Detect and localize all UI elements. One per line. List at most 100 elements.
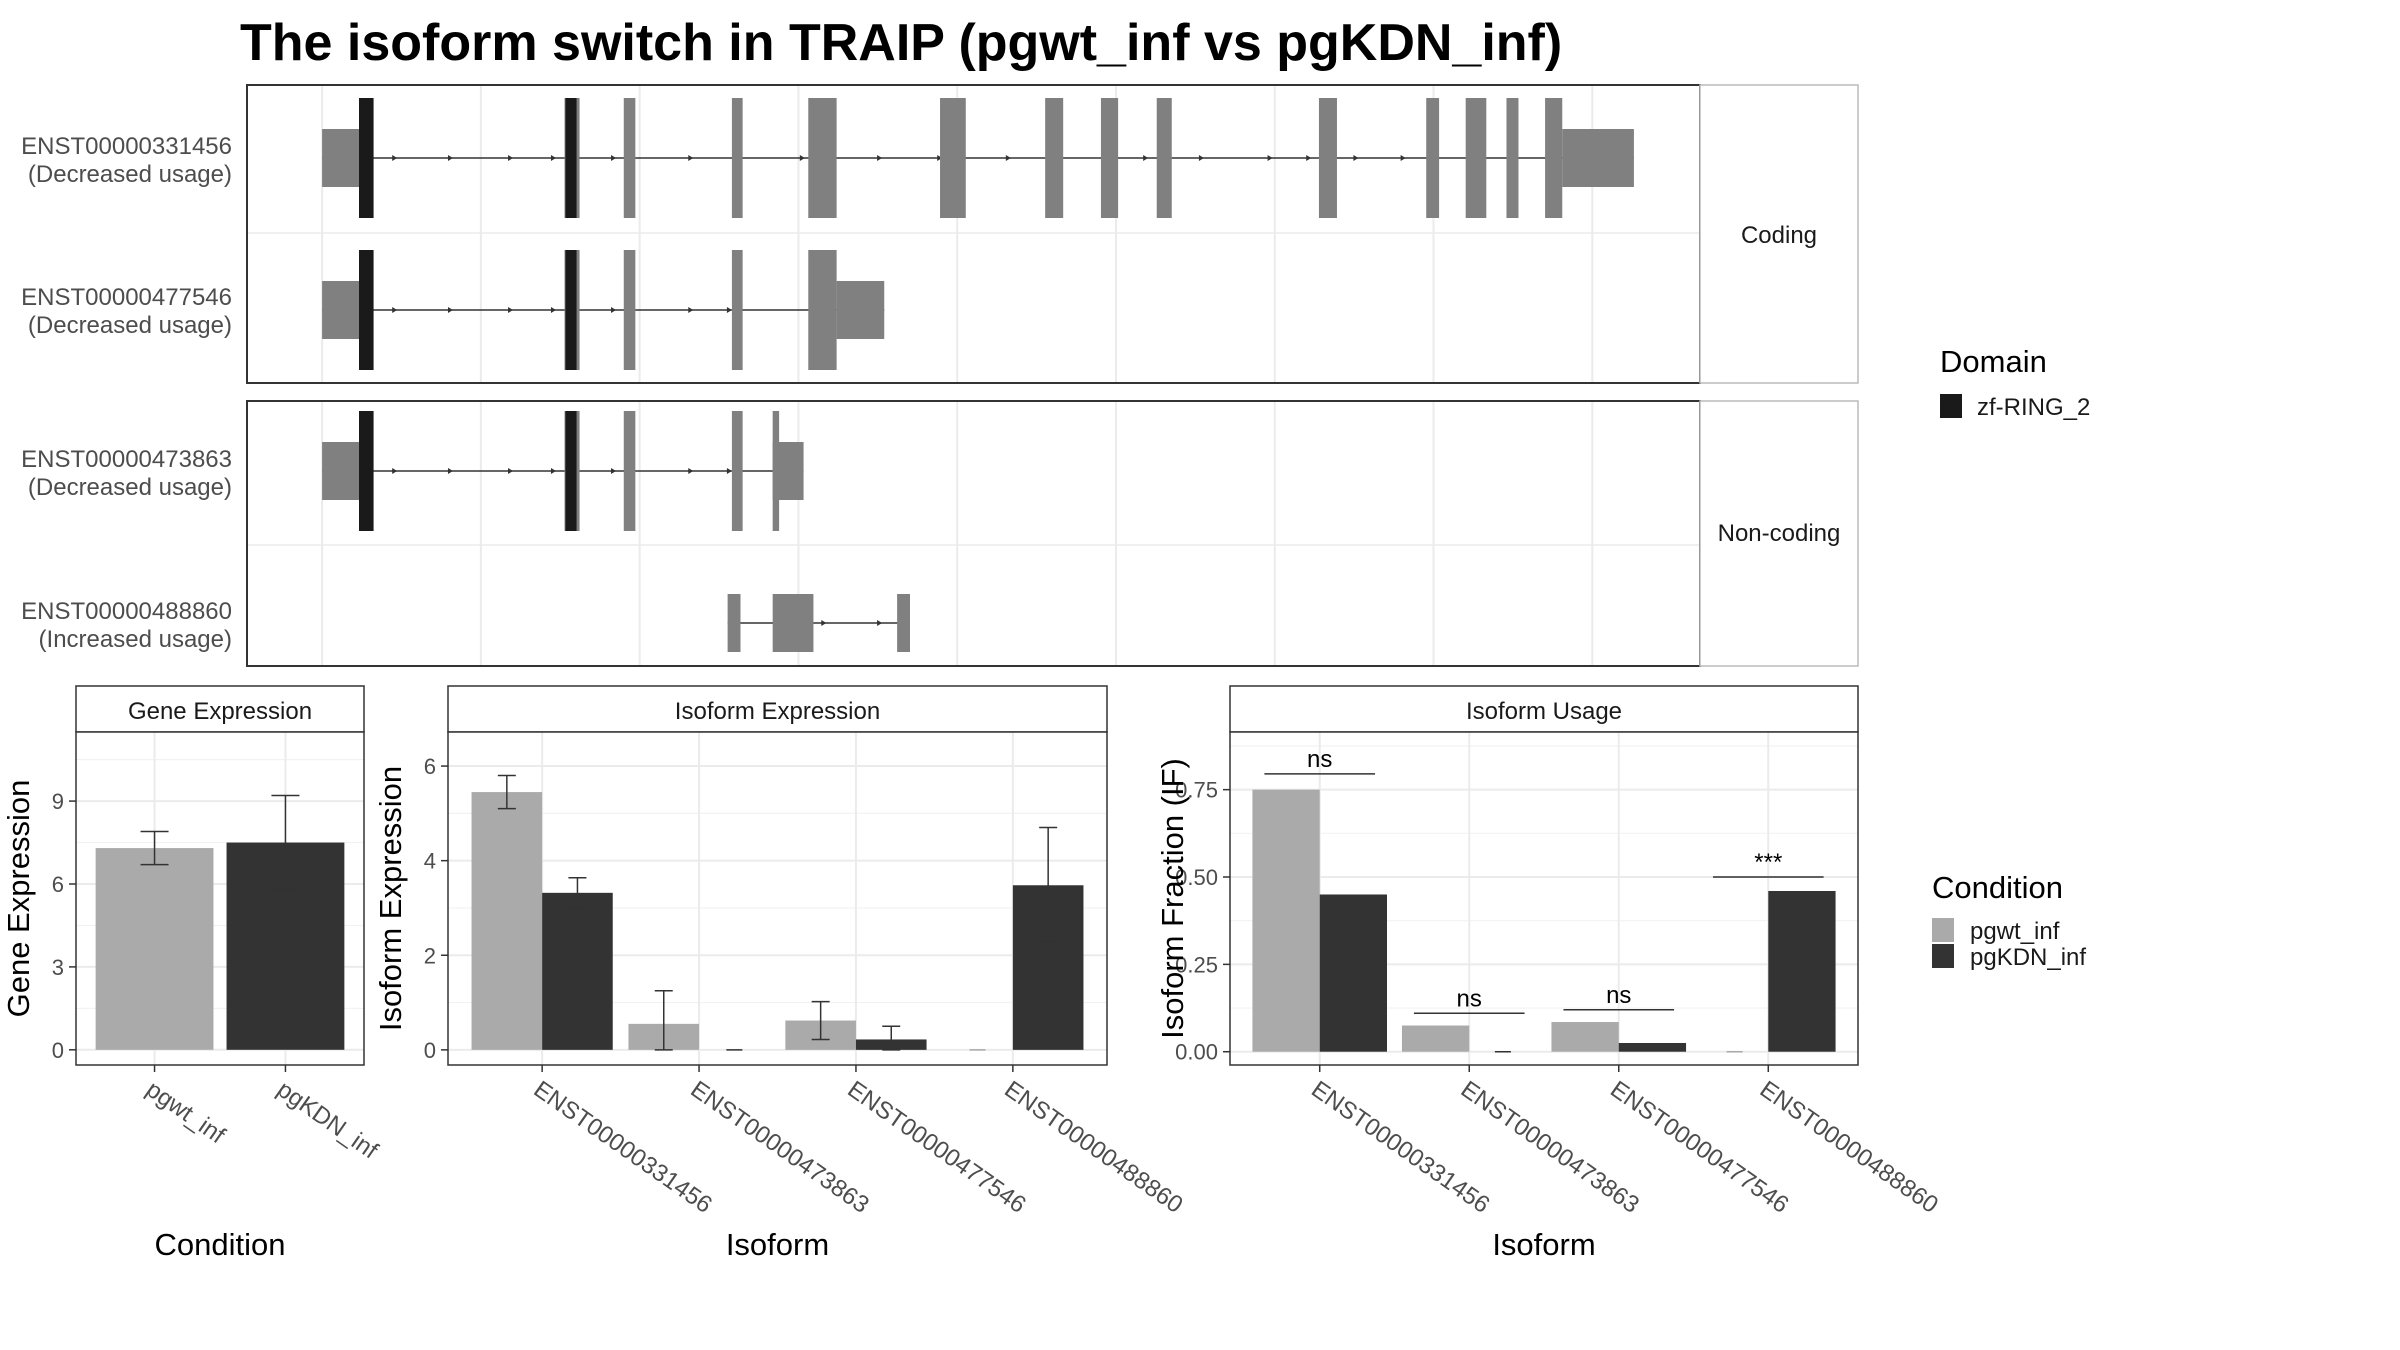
strand-arrow (821, 620, 827, 626)
coding-exon (1465, 98, 1487, 218)
coding-exon (1426, 98, 1440, 218)
strand-arrow (1306, 155, 1312, 161)
utr-exon (727, 594, 741, 652)
utr-exon (322, 442, 360, 500)
coding-exon (1045, 98, 1064, 218)
bar-pgwt_inf (471, 792, 543, 1050)
coding-exon (1100, 98, 1119, 218)
bar-pgwt_inf (1551, 1022, 1619, 1052)
condition-legend-label-pgwt: pgwt_inf (1970, 918, 2060, 945)
isoform-row-labels: ENST00000331456 (Decreased usage) ENST00… (21, 133, 232, 653)
bar-pgKDN_inf (1768, 890, 1836, 1052)
isoform-label-usage: (Decreased usage) (28, 161, 232, 188)
domain-zf-ring-2 (359, 411, 374, 531)
strand-arrow (726, 468, 732, 474)
y-tick-label: 0 (424, 1038, 436, 1063)
condition-legend: Condition pgwt_inf pgKDN_inf (1932, 870, 2086, 971)
strand-arrow (1198, 155, 1204, 161)
strand-arrow (1400, 155, 1406, 161)
facet-strip-coding-label: Coding (1741, 222, 1817, 249)
strand-arrow (550, 468, 556, 474)
significance-label: ns (1307, 746, 1332, 773)
strand-arrow (611, 307, 617, 313)
significance-label: ns (1606, 982, 1631, 1009)
coding-exon (1545, 98, 1563, 218)
utr-exon (897, 594, 910, 652)
isoform-label-id: ENST00000331456 (21, 133, 232, 160)
strand-arrow (447, 468, 453, 474)
bar-pgKDN_inf (1618, 1042, 1687, 1052)
isoform-row-ENST00000477546 (322, 250, 885, 370)
coding-exon (623, 98, 636, 218)
coding-exon (731, 250, 743, 370)
strand-arrow (447, 155, 453, 161)
facet-strip-noncoding (1699, 400, 1859, 667)
structure-panel-noncoding-bg (246, 400, 1701, 667)
isoform-label-id: ENST00000473863 (21, 446, 232, 473)
strand-arrow (447, 307, 453, 313)
coding-exon (1318, 98, 1337, 218)
bar-pgwt_inf (95, 848, 214, 1050)
strand-arrow (392, 307, 398, 313)
domain-zf-ring-2 (565, 98, 577, 218)
coding-exon (808, 98, 837, 218)
bar-pgwt_inf (1252, 789, 1320, 1052)
strand-arrow (392, 155, 398, 161)
y-axis-title: Gene Expression (1, 780, 36, 1018)
strand-arrow (937, 155, 943, 161)
strand-arrow (1005, 155, 1011, 161)
strand-arrow (1143, 155, 1149, 161)
domain-legend-key (1940, 394, 1962, 418)
strand-arrow (1353, 155, 1359, 161)
isoform-row-ENST00000473863 (322, 411, 804, 531)
x-tick-label: pgKDN_inf (272, 1076, 383, 1165)
x-axis-title: Isoform (726, 1227, 829, 1262)
condition-legend-key-pgkdn (1932, 944, 1954, 968)
domain-zf-ring-2 (565, 411, 577, 531)
domain-zf-ring-2 (359, 250, 374, 370)
panel-strip (1229, 685, 1859, 733)
y-tick-label: 3 (52, 955, 64, 980)
facet-strip-coding (1699, 84, 1859, 384)
panel-border (447, 731, 1108, 1066)
condition-legend-title: Condition (1932, 870, 2063, 905)
panel-strip (75, 685, 365, 733)
coding-exon (731, 411, 743, 531)
y-axis-title: Isoform Fraction (IF) (1155, 758, 1190, 1039)
isoform-label-id: ENST00000488860 (21, 598, 232, 625)
coding-exon (808, 250, 837, 370)
figure-title: The isoform switch in TRAIP (pgwt_inf vs… (240, 14, 1562, 72)
strand-arrow (688, 155, 694, 161)
y-tick-label: 6 (424, 754, 436, 779)
isoform-label-id: ENST00000477546 (21, 284, 232, 311)
y-axis-title: Isoform Expression (373, 766, 408, 1031)
coding-exon (731, 98, 743, 218)
facet-strip-noncoding-label: Non-coding (1718, 520, 1841, 547)
y-tick-label: 2 (424, 943, 436, 968)
isoform-row-ENST00000331456 (322, 98, 1634, 218)
coding-exon (940, 98, 966, 218)
strand-arrow (508, 155, 514, 161)
domain-legend-title: Domain (1940, 344, 2047, 379)
isoform-label-usage: (Increased usage) (39, 626, 232, 653)
strand-arrow (877, 155, 883, 161)
x-axis-title: Condition (155, 1227, 286, 1262)
bar-pgKDN_inf (542, 892, 613, 1050)
coding-exon (623, 250, 636, 370)
strand-arrow (799, 155, 805, 161)
utr-exon (836, 281, 885, 339)
strand-arrow (508, 307, 514, 313)
x-axis-title: Isoform (1492, 1227, 1595, 1262)
condition-legend-key-pgwt (1932, 918, 1954, 942)
strand-arrow (726, 307, 732, 313)
strand-arrow (392, 468, 398, 474)
strand-arrow (611, 468, 617, 474)
panel-strip (447, 685, 1108, 733)
isoform-expression-panel: Isoform Expression0246ENST00000331456ENS… (373, 685, 1188, 1262)
y-tick-label: 6 (52, 872, 64, 897)
strand-arrow (688, 468, 694, 474)
structure-panel-noncoding: Non-coding (246, 400, 1859, 667)
coding-exon (772, 411, 780, 531)
strand-arrow (688, 307, 694, 313)
